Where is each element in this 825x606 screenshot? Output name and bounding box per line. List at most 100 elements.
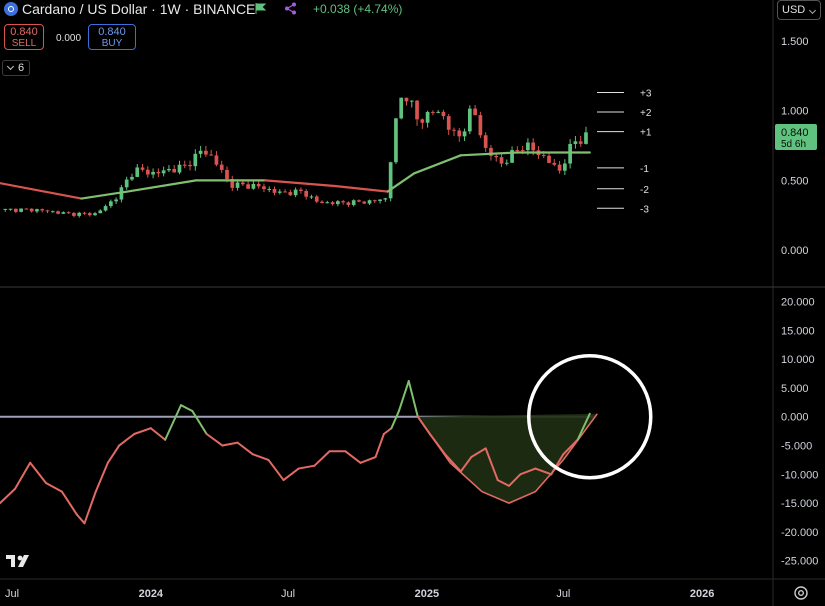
candle-body xyxy=(3,208,8,210)
candle-body xyxy=(357,200,361,202)
candle-body xyxy=(109,201,113,207)
bar-countdown: 5d 6h xyxy=(781,139,806,150)
oscillator-segment xyxy=(374,433,385,459)
level-label: -1 xyxy=(640,164,649,175)
candle-body xyxy=(267,188,272,190)
candle-body xyxy=(82,212,87,214)
symbol-title[interactable]: Cardano / US Dollar · 1W · BINANCE xyxy=(22,1,256,17)
price-change: +0.038 (+4.74%) xyxy=(313,2,403,16)
oscillator-segment xyxy=(459,456,473,473)
indicators-toggle[interactable]: 6 xyxy=(2,60,30,76)
candle-body xyxy=(330,202,335,205)
oscillator-segment xyxy=(45,481,63,493)
candle-body xyxy=(61,212,66,214)
moving-average-segment xyxy=(386,172,416,193)
moving-average-segment xyxy=(412,154,462,175)
candle-body xyxy=(336,201,340,205)
oscillator-tick-label: 10.000 xyxy=(781,354,815,366)
candle-body xyxy=(225,169,229,179)
last-price-value: 0.840 xyxy=(781,127,809,139)
candle-body xyxy=(510,150,514,163)
candle-body xyxy=(299,189,303,191)
candle-body xyxy=(346,202,351,205)
price-tick-label: 0.500 xyxy=(781,175,809,187)
price-tick-label: 1.000 xyxy=(781,106,809,118)
candle-body xyxy=(262,186,266,190)
spread-value: 0.000 xyxy=(56,33,82,44)
moving-average-segment xyxy=(0,182,83,200)
oscillator-tick-label: -5.000 xyxy=(781,441,812,453)
candle-body xyxy=(409,100,414,102)
candle-body xyxy=(56,211,60,214)
candle-body xyxy=(256,183,261,187)
candle-body xyxy=(552,162,557,165)
oscillator-tick-label: -10.000 xyxy=(781,469,818,481)
candle-body xyxy=(182,164,187,166)
moving-average-segment xyxy=(333,184,389,193)
oscillator-tick-label: 15.000 xyxy=(781,325,815,337)
candle-body xyxy=(93,213,97,216)
candle-body xyxy=(499,157,504,164)
price-tick-label: 1.500 xyxy=(781,36,809,48)
candle-body xyxy=(425,111,430,123)
candle-body xyxy=(24,208,29,210)
candle-body xyxy=(563,163,567,171)
candle-body xyxy=(130,176,134,180)
candle-body xyxy=(578,141,583,144)
highlight-circle xyxy=(526,353,653,480)
candle-body xyxy=(452,129,456,131)
oscillator-segment xyxy=(550,453,565,476)
oscillator-segment xyxy=(0,487,17,505)
candle-body xyxy=(193,153,198,167)
candle-body xyxy=(394,118,398,163)
time-tick-label: Jul xyxy=(556,588,570,600)
oscillator-segment xyxy=(390,409,400,430)
oscillator-segment xyxy=(496,479,511,487)
oscillator-segment xyxy=(164,404,182,441)
buy-button[interactable]: 0.840 BUY xyxy=(88,24,136,50)
oscillator-segment xyxy=(508,473,522,487)
oscillator-segment xyxy=(83,490,97,525)
oscillator-segment xyxy=(29,461,48,484)
oscillator-segment xyxy=(397,380,410,412)
sell-price: 0.840 xyxy=(10,26,38,38)
candle-body xyxy=(140,167,145,170)
currency-select[interactable]: USD xyxy=(777,0,821,20)
oscillator-segment xyxy=(519,467,537,476)
candle-body xyxy=(531,142,536,151)
candle-body xyxy=(114,199,118,202)
level-label: +2 xyxy=(640,108,652,119)
oscillator-segment xyxy=(282,467,300,482)
candle-body xyxy=(309,196,314,198)
candle-body xyxy=(515,150,520,152)
candle-body xyxy=(526,142,530,151)
oscillator-tick-label: -20.000 xyxy=(781,527,818,539)
sell-label: SELL xyxy=(11,38,37,49)
oscillator-segment xyxy=(118,433,136,447)
flag-icon[interactable] xyxy=(255,3,266,14)
tradingview-logo-icon[interactable] xyxy=(6,553,34,569)
candle-body xyxy=(50,211,55,213)
candle-body xyxy=(431,111,435,113)
candle-body xyxy=(541,155,546,157)
chevron-down-icon xyxy=(6,62,15,71)
candle-body xyxy=(124,179,129,188)
oscillator-tick-label: -15.000 xyxy=(781,498,818,510)
candle-body xyxy=(372,200,377,202)
candle-body xyxy=(489,147,493,156)
oscillator-segment xyxy=(60,490,78,516)
settings-icon[interactable] xyxy=(793,585,809,601)
candle-body xyxy=(251,183,256,189)
time-tick-label: Jul xyxy=(281,588,295,600)
share-icon[interactable] xyxy=(284,2,297,15)
sell-button[interactable]: 0.840 SELL xyxy=(4,24,44,50)
oscillator-segment xyxy=(191,409,208,435)
candle-body xyxy=(235,182,240,188)
candle-body xyxy=(314,196,319,202)
candle-body xyxy=(584,132,588,144)
candle-body xyxy=(151,171,155,175)
candle-body xyxy=(230,178,235,188)
oscillator-segment xyxy=(75,513,86,525)
oscillator-segment xyxy=(251,453,270,461)
